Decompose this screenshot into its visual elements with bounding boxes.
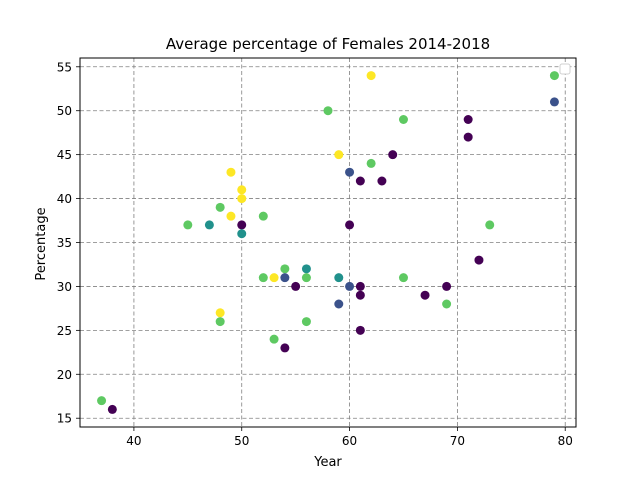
data-point bbox=[377, 176, 387, 186]
y-tick-label: 25 bbox=[57, 324, 72, 338]
y-tick-label: 40 bbox=[57, 192, 72, 206]
data-point bbox=[204, 220, 214, 230]
data-point bbox=[474, 255, 484, 265]
data-point bbox=[215, 202, 225, 212]
data-point bbox=[334, 150, 344, 160]
data-point bbox=[355, 290, 365, 300]
data-point bbox=[355, 281, 365, 291]
data-point bbox=[323, 106, 333, 116]
data-point bbox=[334, 299, 344, 309]
x-tick-label: 40 bbox=[126, 434, 141, 448]
data-point bbox=[237, 185, 247, 195]
data-point bbox=[237, 194, 247, 204]
data-point bbox=[258, 211, 268, 221]
data-point bbox=[237, 229, 247, 239]
data-point bbox=[226, 167, 236, 177]
data-point bbox=[463, 132, 473, 142]
y-tick-label: 50 bbox=[57, 104, 72, 118]
y-tick-label: 20 bbox=[57, 368, 72, 382]
data-point bbox=[269, 273, 279, 283]
data-point bbox=[549, 97, 559, 107]
data-point bbox=[345, 281, 355, 291]
x-tick-label: 80 bbox=[558, 434, 573, 448]
data-point bbox=[355, 325, 365, 335]
y-tick-label: 30 bbox=[57, 280, 72, 294]
y-tick-label: 45 bbox=[57, 148, 72, 162]
axis-ticks: 40 50 60 70 80 15 20 25 30 35 40 45 50 55 bbox=[57, 60, 573, 448]
data-point bbox=[280, 343, 290, 353]
y-axis-label: Percentage bbox=[34, 207, 49, 280]
data-point bbox=[301, 317, 311, 327]
data-point bbox=[107, 404, 117, 414]
data-point bbox=[280, 273, 290, 283]
data-point bbox=[366, 158, 376, 168]
data-point bbox=[183, 220, 193, 230]
data-point bbox=[97, 396, 107, 406]
legend bbox=[559, 63, 571, 75]
data-point bbox=[420, 290, 430, 300]
data-point bbox=[280, 264, 290, 274]
data-point bbox=[215, 317, 225, 327]
y-tick-label: 55 bbox=[57, 60, 72, 74]
data-point bbox=[215, 308, 225, 318]
legend-box bbox=[559, 63, 571, 75]
data-point bbox=[237, 220, 247, 230]
x-axis-label: Year bbox=[313, 455, 342, 470]
chart-title: Average percentage of Females 2014-2018 bbox=[166, 35, 490, 53]
x-tick-label: 50 bbox=[234, 434, 249, 448]
data-point bbox=[291, 281, 301, 291]
data-point bbox=[301, 264, 311, 274]
data-point bbox=[398, 115, 408, 124]
data-point bbox=[398, 273, 408, 283]
data-point bbox=[355, 176, 365, 186]
data-point bbox=[366, 71, 376, 81]
data-point bbox=[269, 334, 279, 344]
data-point bbox=[345, 167, 355, 177]
data-point bbox=[463, 115, 473, 124]
data-point bbox=[442, 299, 452, 309]
x-tick-label: 60 bbox=[342, 434, 357, 448]
data-points bbox=[97, 71, 559, 414]
y-tick-label: 15 bbox=[57, 412, 72, 426]
data-point bbox=[442, 281, 452, 291]
data-point bbox=[549, 71, 559, 81]
data-point bbox=[485, 220, 495, 230]
data-point bbox=[226, 211, 236, 221]
data-point bbox=[258, 273, 268, 283]
data-point bbox=[388, 150, 398, 160]
data-point bbox=[301, 273, 311, 283]
y-tick-label: 35 bbox=[57, 236, 72, 250]
data-point bbox=[334, 273, 344, 283]
x-tick-label: 70 bbox=[450, 434, 465, 448]
data-point bbox=[345, 220, 355, 230]
